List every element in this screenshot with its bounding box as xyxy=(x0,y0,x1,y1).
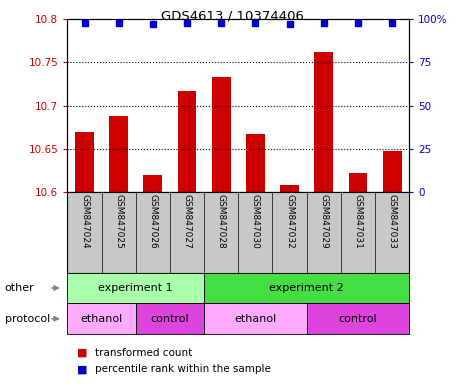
Text: percentile rank within the sample: percentile rank within the sample xyxy=(95,364,271,374)
Bar xyxy=(204,303,306,334)
Text: GSM847027: GSM847027 xyxy=(183,194,192,249)
Text: control: control xyxy=(151,314,189,324)
Bar xyxy=(280,185,299,192)
Text: ■: ■ xyxy=(77,364,87,374)
Text: GSM847025: GSM847025 xyxy=(114,194,123,249)
Text: GSM847031: GSM847031 xyxy=(353,194,362,249)
Bar xyxy=(136,303,204,334)
Bar xyxy=(204,273,409,303)
Bar xyxy=(75,132,94,192)
Text: ethanol: ethanol xyxy=(234,314,277,324)
Bar xyxy=(306,303,409,334)
Text: GSM847029: GSM847029 xyxy=(319,194,328,249)
Text: experiment 1: experiment 1 xyxy=(99,283,173,293)
Text: control: control xyxy=(339,314,377,324)
Text: transformed count: transformed count xyxy=(95,348,193,358)
Text: other: other xyxy=(5,283,34,293)
Text: ■: ■ xyxy=(77,348,87,358)
Bar xyxy=(349,173,367,192)
Text: ethanol: ethanol xyxy=(80,314,123,324)
Text: GSM847030: GSM847030 xyxy=(251,194,260,249)
Bar xyxy=(67,303,136,334)
Text: experiment 2: experiment 2 xyxy=(269,283,344,293)
Bar xyxy=(314,52,333,192)
Bar xyxy=(383,151,401,192)
Bar xyxy=(109,116,128,192)
Bar xyxy=(67,273,204,303)
Bar xyxy=(212,77,231,192)
Text: GSM847032: GSM847032 xyxy=(285,194,294,249)
Bar xyxy=(246,134,265,192)
Text: GSM847028: GSM847028 xyxy=(217,194,226,249)
Bar xyxy=(178,91,196,192)
Text: GSM847024: GSM847024 xyxy=(80,194,89,249)
Text: protocol: protocol xyxy=(5,314,50,324)
Text: GSM847026: GSM847026 xyxy=(148,194,157,249)
Text: GSM847033: GSM847033 xyxy=(388,194,397,249)
Bar xyxy=(144,175,162,192)
Text: GDS4613 / 10374406: GDS4613 / 10374406 xyxy=(161,10,304,23)
